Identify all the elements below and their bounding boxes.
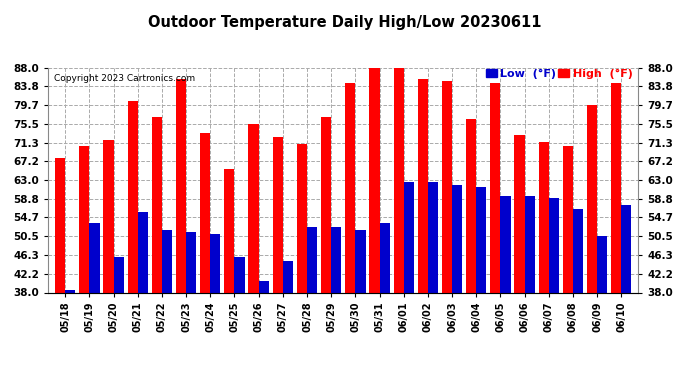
Bar bbox=[369, 68, 380, 292]
Bar bbox=[200, 133, 210, 292]
Bar bbox=[186, 232, 196, 292]
Bar bbox=[162, 230, 172, 292]
Bar bbox=[321, 117, 331, 292]
Bar bbox=[235, 256, 245, 292]
Bar bbox=[491, 83, 500, 292]
Bar bbox=[452, 184, 462, 292]
Bar bbox=[466, 119, 476, 292]
Bar bbox=[380, 223, 390, 292]
Bar bbox=[563, 146, 573, 292]
Bar bbox=[524, 196, 535, 292]
Bar bbox=[152, 117, 162, 292]
Bar bbox=[417, 79, 428, 292]
Bar bbox=[573, 209, 583, 292]
Bar bbox=[597, 236, 607, 292]
Text: Copyright 2023 Cartronics.com: Copyright 2023 Cartronics.com bbox=[55, 74, 195, 83]
Bar bbox=[79, 146, 90, 292]
Bar bbox=[621, 205, 631, 292]
Bar bbox=[476, 187, 486, 292]
Bar bbox=[104, 140, 114, 292]
Bar bbox=[297, 144, 307, 292]
Legend: Low  (°F), High  (°F): Low (°F), High (°F) bbox=[486, 69, 633, 79]
Bar bbox=[500, 196, 511, 292]
Bar bbox=[442, 81, 452, 292]
Bar bbox=[611, 83, 621, 292]
Bar bbox=[138, 211, 148, 292]
Bar bbox=[549, 198, 559, 292]
Bar bbox=[210, 234, 220, 292]
Bar bbox=[90, 223, 99, 292]
Bar bbox=[66, 290, 75, 292]
Bar bbox=[248, 124, 259, 292]
Bar bbox=[539, 142, 549, 292]
Bar bbox=[128, 101, 138, 292]
Bar bbox=[404, 182, 414, 292]
Bar bbox=[283, 261, 293, 292]
Bar bbox=[515, 135, 524, 292]
Bar bbox=[355, 230, 366, 292]
Bar bbox=[345, 83, 355, 292]
Bar bbox=[307, 227, 317, 292]
Bar bbox=[273, 137, 283, 292]
Bar bbox=[587, 105, 597, 292]
Bar bbox=[55, 158, 66, 292]
Text: Outdoor Temperature Daily High/Low 20230611: Outdoor Temperature Daily High/Low 20230… bbox=[148, 15, 542, 30]
Bar bbox=[114, 256, 124, 292]
Bar bbox=[224, 169, 235, 292]
Bar bbox=[176, 79, 186, 292]
Bar bbox=[428, 182, 438, 292]
Bar bbox=[259, 281, 269, 292]
Bar bbox=[393, 68, 404, 292]
Bar bbox=[331, 227, 342, 292]
